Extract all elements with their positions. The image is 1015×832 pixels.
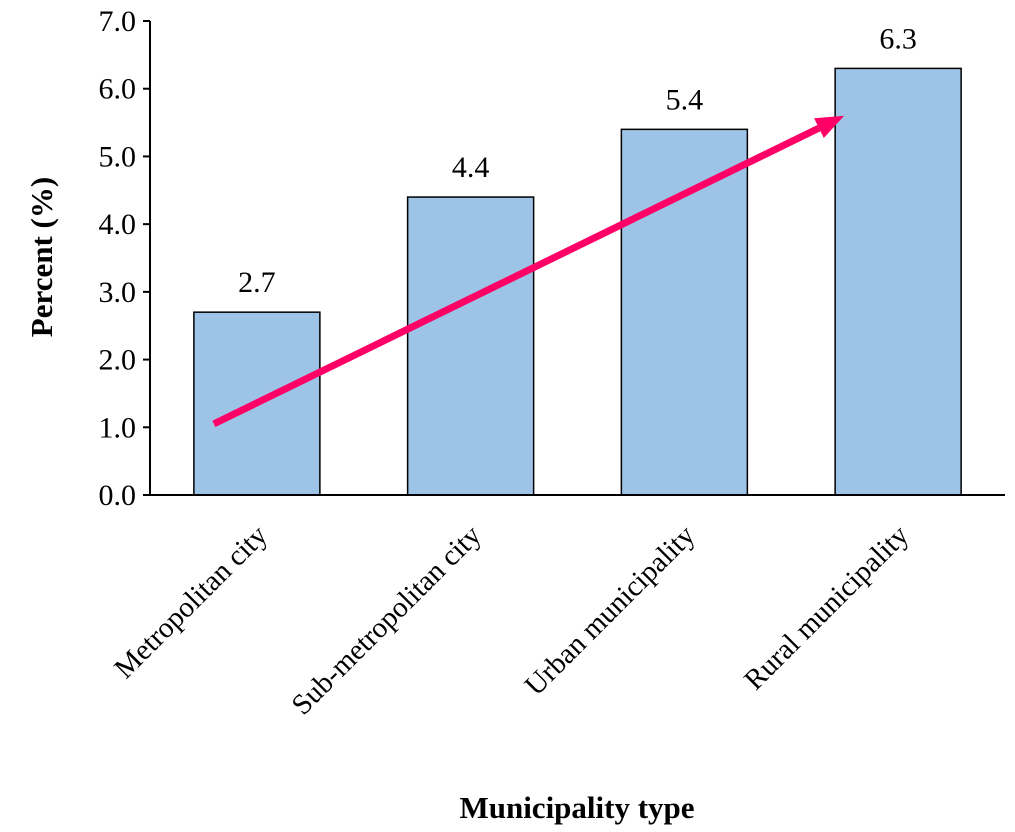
data-label-3: 6.3 bbox=[879, 22, 917, 55]
trend-arrow-group bbox=[212, 115, 845, 428]
y-tick-label-7: 7.0 bbox=[99, 5, 137, 38]
x-tick-label-0: Metropolitan city bbox=[108, 519, 274, 685]
y-tick-label-1: 1.0 bbox=[99, 411, 137, 444]
trend-arrow-shaft bbox=[212, 124, 821, 428]
x-tick-label-2: Urban municipality bbox=[519, 519, 702, 702]
x-tick-label-1: Sub-metropolitan city bbox=[286, 519, 488, 721]
axes-group bbox=[143, 20, 1005, 496]
y-tick-label-3: 3.0 bbox=[99, 276, 137, 309]
data-label-2: 5.4 bbox=[666, 83, 704, 116]
x-tick-label-3: Rural municipality bbox=[738, 519, 915, 696]
y-tick-label-4: 4.0 bbox=[99, 208, 137, 241]
bar-3 bbox=[834, 67, 962, 496]
x-axis-title: Municipality type bbox=[459, 790, 694, 825]
bar-1 bbox=[406, 196, 535, 496]
bar-2 bbox=[620, 128, 749, 496]
y-tick-label-0: 0.0 bbox=[99, 479, 137, 512]
y-tick-label-5: 5.0 bbox=[99, 140, 137, 173]
data-label-0: 2.7 bbox=[238, 266, 276, 299]
y-tick-label-6: 6.0 bbox=[99, 73, 137, 106]
y-axis-title: Percent (%) bbox=[24, 177, 59, 337]
data-label-1: 4.4 bbox=[452, 151, 490, 184]
bars-group bbox=[193, 67, 962, 496]
trend-arrow-head bbox=[814, 115, 845, 138]
y-tick-label-2: 2.0 bbox=[99, 344, 137, 377]
